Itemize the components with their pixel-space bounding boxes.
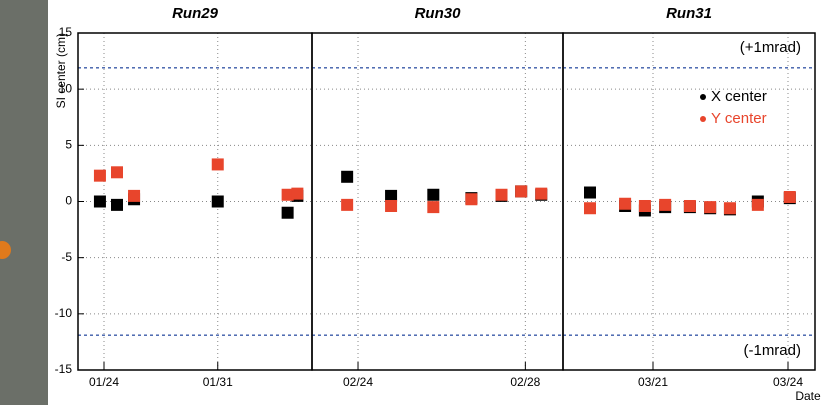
data-cluster	[427, 189, 439, 201]
data-cluster	[385, 200, 397, 212]
data-cluster	[659, 199, 671, 211]
data-cluster	[784, 191, 796, 203]
data-cluster	[291, 188, 303, 200]
data-cluster	[341, 199, 353, 211]
legend-label: Y center	[711, 110, 767, 127]
data-cluster	[94, 170, 106, 182]
x-tick-label: 02/24	[343, 375, 373, 389]
data-cluster	[341, 171, 353, 183]
data-cluster	[752, 199, 764, 211]
data-cluster	[535, 188, 547, 200]
y-tick-label: -10	[55, 306, 73, 320]
panel-title: Run31	[666, 5, 712, 22]
data-cluster	[619, 198, 631, 210]
legend-marker	[700, 94, 706, 100]
x-tick-label: 02/28	[510, 375, 540, 389]
y-tick-label: -5	[61, 250, 72, 264]
photo-strip	[0, 0, 48, 405]
panel-title: Run29	[172, 5, 219, 22]
x-tick-label: 03/24	[773, 375, 803, 389]
y-tick-label: 0	[65, 194, 72, 208]
data-cluster	[684, 200, 696, 212]
x-tick-label: 01/24	[89, 375, 119, 389]
y-tick-label: -15	[55, 362, 73, 376]
y-tick-label: 5	[65, 138, 72, 152]
data-cluster	[212, 158, 224, 170]
x-tick-label: 03/21	[638, 375, 668, 389]
reference-label: (+1mrad)	[740, 39, 801, 56]
data-cluster	[111, 166, 123, 178]
data-cluster	[282, 207, 294, 219]
data-cluster	[639, 200, 651, 212]
data-cluster	[128, 190, 140, 202]
data-cluster	[465, 193, 477, 205]
legend-marker	[700, 116, 706, 122]
legend-label: X center	[711, 88, 767, 105]
y-axis-label: SI center (cm)	[54, 33, 68, 108]
data-cluster	[212, 196, 224, 208]
x-axis-label: Date	[795, 389, 821, 403]
data-cluster	[94, 196, 106, 208]
data-cluster	[427, 201, 439, 213]
data-cluster	[584, 187, 596, 199]
chart: -15-10-505101501/2401/31Run29SI center (…	[0, 0, 821, 405]
reference-label: (-1mrad)	[743, 342, 801, 359]
data-cluster	[584, 202, 596, 214]
panel-title: Run30	[415, 5, 462, 22]
data-cluster	[496, 189, 508, 201]
data-cluster	[111, 199, 123, 211]
data-cluster	[515, 185, 527, 197]
data-cluster	[704, 201, 716, 213]
x-tick-label: 01/31	[203, 375, 233, 389]
data-cluster	[724, 202, 736, 214]
